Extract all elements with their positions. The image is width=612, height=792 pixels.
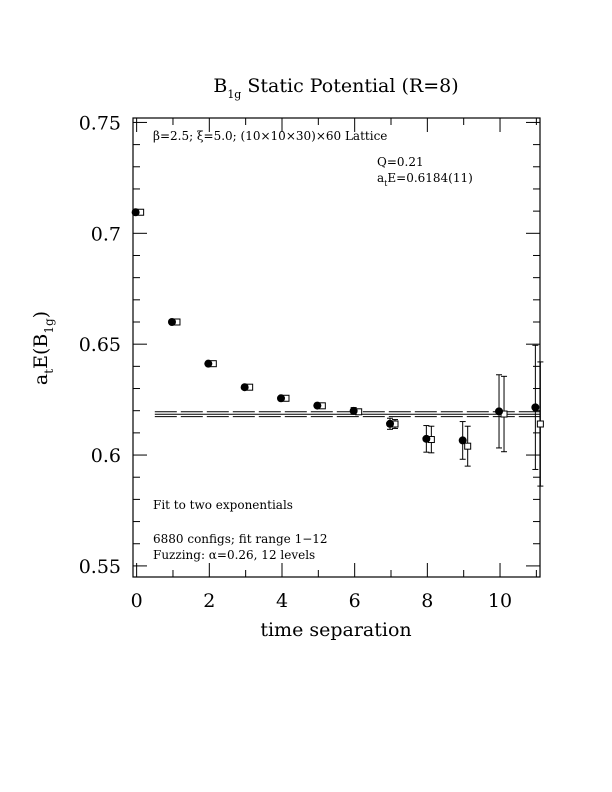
data-point-circle [276, 394, 285, 403]
fit-band [154, 411, 540, 418]
data-point-circle [349, 406, 358, 415]
series-filled-circles [131, 208, 540, 470]
data-point-circle [167, 318, 176, 326]
data-point-square [536, 420, 544, 428]
y-tick-label: 0.75 [79, 112, 121, 134]
data-point-circle [458, 436, 467, 445]
y-axis-label: atE(B1g) [30, 311, 56, 385]
plot-border [132, 117, 541, 578]
x-tick-label: 2 [203, 590, 215, 612]
chart-title: B1g Static Potential (R=8) [213, 75, 458, 101]
y-tick-label: 0.7 [91, 223, 121, 245]
fit-label: Fit to two exponentials [153, 498, 293, 512]
y-tick-label: 0.6 [91, 445, 121, 467]
series-open-squares [137, 208, 544, 487]
data-point-square [464, 442, 472, 450]
x-tick-label: 6 [349, 590, 361, 612]
configs-annotation: 6880 configs; fit range 1−12 [153, 532, 328, 546]
y-tick-label: 0.65 [79, 334, 121, 356]
q-annotation: Q=0.21 [377, 155, 424, 169]
y-tick-label: 0.55 [79, 556, 121, 578]
data-point-circle [386, 419, 395, 428]
data-point-circle [131, 208, 140, 217]
axis-ticks: 0 2 4 6 8 10 0.55 0.6 0.65 0.7 0.75 [79, 112, 540, 612]
x-tick-label: 8 [421, 590, 433, 612]
data-point-circle [495, 407, 504, 416]
axes-frame [132, 117, 541, 578]
data-point-circle [204, 359, 213, 368]
fuzzing-annotation: Fuzzing: α=0.26, 12 levels [153, 548, 315, 562]
x-tick-label: 4 [276, 590, 288, 612]
data-point-circle [531, 403, 540, 412]
x-tick-label: 10 [488, 590, 512, 612]
x-tick-label: 0 [131, 590, 143, 612]
data-point-circle [313, 401, 322, 410]
data-point-circle [240, 383, 249, 392]
x-axis-label: time separation [260, 619, 411, 641]
data-point-circle [422, 434, 431, 443]
lattice-annotation: β=2.5; ξ=5.0; (10×10×30)×60 Lattice [153, 129, 387, 143]
ate-annotation: atE=0.6184(11) [377, 171, 473, 188]
